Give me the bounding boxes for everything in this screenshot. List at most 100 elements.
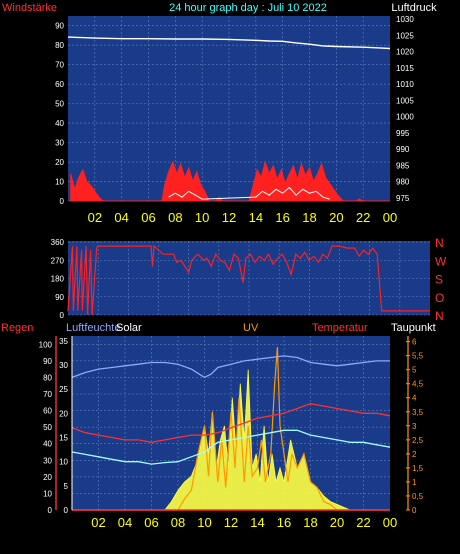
x-tick-label: 18 bbox=[303, 515, 317, 530]
pressure-tick-label: 990 bbox=[396, 145, 410, 154]
x-tick-label: 00 bbox=[383, 515, 397, 530]
x-tick-label: 18 bbox=[302, 210, 316, 225]
x-tick-label: 04 bbox=[118, 515, 132, 530]
dewpoint-axis-label: Taupunkt bbox=[391, 322, 436, 334]
wind-tick-label: 40 bbox=[55, 119, 64, 128]
x-tick-label: 14 bbox=[250, 515, 264, 530]
humidity-legend: Luftfeuchte bbox=[66, 322, 120, 334]
pressure-tick-label: 980 bbox=[396, 178, 410, 187]
pressure-axis-label: Luftdruck bbox=[391, 2, 437, 14]
gust-line bbox=[168, 186, 330, 200]
x-tick-label: 20 bbox=[330, 515, 344, 530]
uv-tick-label: 4,5 bbox=[412, 380, 424, 389]
wind-axis-label: Windstärke bbox=[2, 2, 57, 14]
humidity-tick-label: 30 bbox=[43, 456, 52, 465]
temperature-tick-label: 20 bbox=[59, 409, 68, 418]
temperature-legend: Temperatur bbox=[312, 322, 368, 334]
x-tick-label: 06 bbox=[141, 210, 155, 225]
wind-pressure-series bbox=[67, 36, 391, 202]
direction-axis-ticks: 0 90 180 270 360 bbox=[51, 238, 65, 320]
direction-tick-label: 90 bbox=[55, 293, 64, 302]
x-tick-label: 10 bbox=[195, 210, 209, 225]
x-tick-label: 02 bbox=[91, 515, 105, 530]
pressure-tick-label: 1020 bbox=[396, 48, 414, 57]
pressure-tick-label: 1010 bbox=[396, 80, 414, 89]
x-tick-label: 14 bbox=[249, 210, 263, 225]
pressure-tick-label: 975 bbox=[396, 194, 410, 203]
wind-tick-label: 0 bbox=[60, 197, 65, 206]
climate-grid bbox=[72, 336, 390, 511]
compass-label: S bbox=[435, 273, 443, 287]
solar-legend: Solar bbox=[116, 322, 142, 334]
uv-line bbox=[72, 347, 390, 511]
humidity-tick-label: 70 bbox=[43, 390, 52, 399]
uv-legend: UV bbox=[243, 322, 259, 334]
humidity-tick-label: 80 bbox=[43, 373, 52, 382]
uv-tick-label: 2 bbox=[412, 450, 417, 459]
compass-label: O bbox=[435, 291, 444, 305]
temperature-tick-label: 5 bbox=[64, 482, 69, 491]
x-tick-label: 04 bbox=[114, 210, 128, 225]
wind-tick-label: 10 bbox=[55, 178, 64, 187]
uv-tick-label: 1,5 bbox=[412, 464, 424, 473]
rain-axis-label: Regen bbox=[1, 322, 33, 334]
wind-speed-area bbox=[70, 160, 390, 202]
wind-tick-label: 70 bbox=[55, 61, 64, 70]
chart-title: 24 hour graph day : Juli 10 2022 bbox=[169, 2, 327, 14]
humidity-line bbox=[71, 355, 390, 379]
uv-tick-label: 2,5 bbox=[412, 436, 424, 445]
x-tick-label: 02 bbox=[88, 210, 102, 225]
x-tick-label: 22 bbox=[356, 515, 370, 530]
direction-tick-label: 360 bbox=[51, 238, 65, 247]
wind-tick-label: 30 bbox=[55, 139, 64, 148]
pressure-tick-label: 1005 bbox=[396, 96, 414, 105]
compass-label: N bbox=[435, 236, 444, 250]
wind-tick-label: 80 bbox=[55, 41, 64, 50]
temperature-tick-label: 35 bbox=[59, 337, 68, 346]
x-tick-label: 16 bbox=[277, 515, 291, 530]
x-tick-label: 06 bbox=[144, 515, 158, 530]
humidity-tick-label: 50 bbox=[43, 423, 52, 432]
humidity-tick-label: 90 bbox=[43, 357, 52, 366]
wind-tick-label: 60 bbox=[55, 80, 64, 89]
pressure-tick-label: 1025 bbox=[396, 31, 414, 40]
compass-label: N bbox=[435, 309, 444, 323]
pressure-line bbox=[67, 36, 391, 50]
wind-direction-line bbox=[67, 244, 430, 316]
pressure-tick-label: 1000 bbox=[396, 113, 414, 122]
x-tick-label: 12 bbox=[224, 515, 238, 530]
pressure-axis-ticks: 975 980 985 990 995 1000 1005 1010 1015 1020 1025 1… bbox=[396, 15, 414, 203]
uv-tick-label: 6 bbox=[412, 338, 417, 347]
uv-tick-label: 0,5 bbox=[412, 492, 424, 501]
x-tick-label: 12 bbox=[222, 210, 236, 225]
temperature-tick-label: 30 bbox=[59, 361, 68, 370]
wind-direction-grid bbox=[68, 241, 430, 316]
direction-tick-label: 0 bbox=[60, 311, 65, 320]
wind-axis-ticks: 0 10 20 30 40 50 60 70 80 90 bbox=[55, 22, 64, 206]
temperature-tick-label: 10 bbox=[59, 458, 68, 467]
x-tick-label: 22 bbox=[356, 210, 370, 225]
wind-tick-label: 50 bbox=[55, 100, 64, 109]
temperature-tick-label: 0 bbox=[64, 506, 69, 515]
humidity-tick-label: 40 bbox=[43, 440, 52, 449]
compass-label: W bbox=[435, 254, 447, 268]
x-tick-label: 16 bbox=[275, 210, 289, 225]
uv-tick-label: 3,5 bbox=[412, 408, 424, 417]
humidity-axis-ticks: 0 10 20 30 40 50 60 70 80 90 100 bbox=[39, 336, 57, 515]
humidity-tick-label: 100 bbox=[39, 340, 53, 349]
uv-tick-label: 4 bbox=[412, 394, 417, 403]
pressure-tick-label: 1030 bbox=[396, 15, 414, 24]
temperature-tick-label: 25 bbox=[59, 385, 68, 394]
dewpoint-line bbox=[71, 429, 391, 465]
climate-series bbox=[71, 347, 391, 511]
wind-pressure-grid bbox=[68, 16, 390, 202]
uv-tick-label: 0 bbox=[412, 506, 417, 515]
direction-tick-label: 180 bbox=[51, 275, 65, 284]
pressure-tick-label: 995 bbox=[396, 129, 410, 138]
direction-tick-label: 270 bbox=[51, 256, 65, 265]
pressure-tick-label: 985 bbox=[396, 161, 410, 170]
wind-tick-label: 20 bbox=[55, 158, 64, 167]
uv-tick-label: 3 bbox=[412, 422, 417, 431]
